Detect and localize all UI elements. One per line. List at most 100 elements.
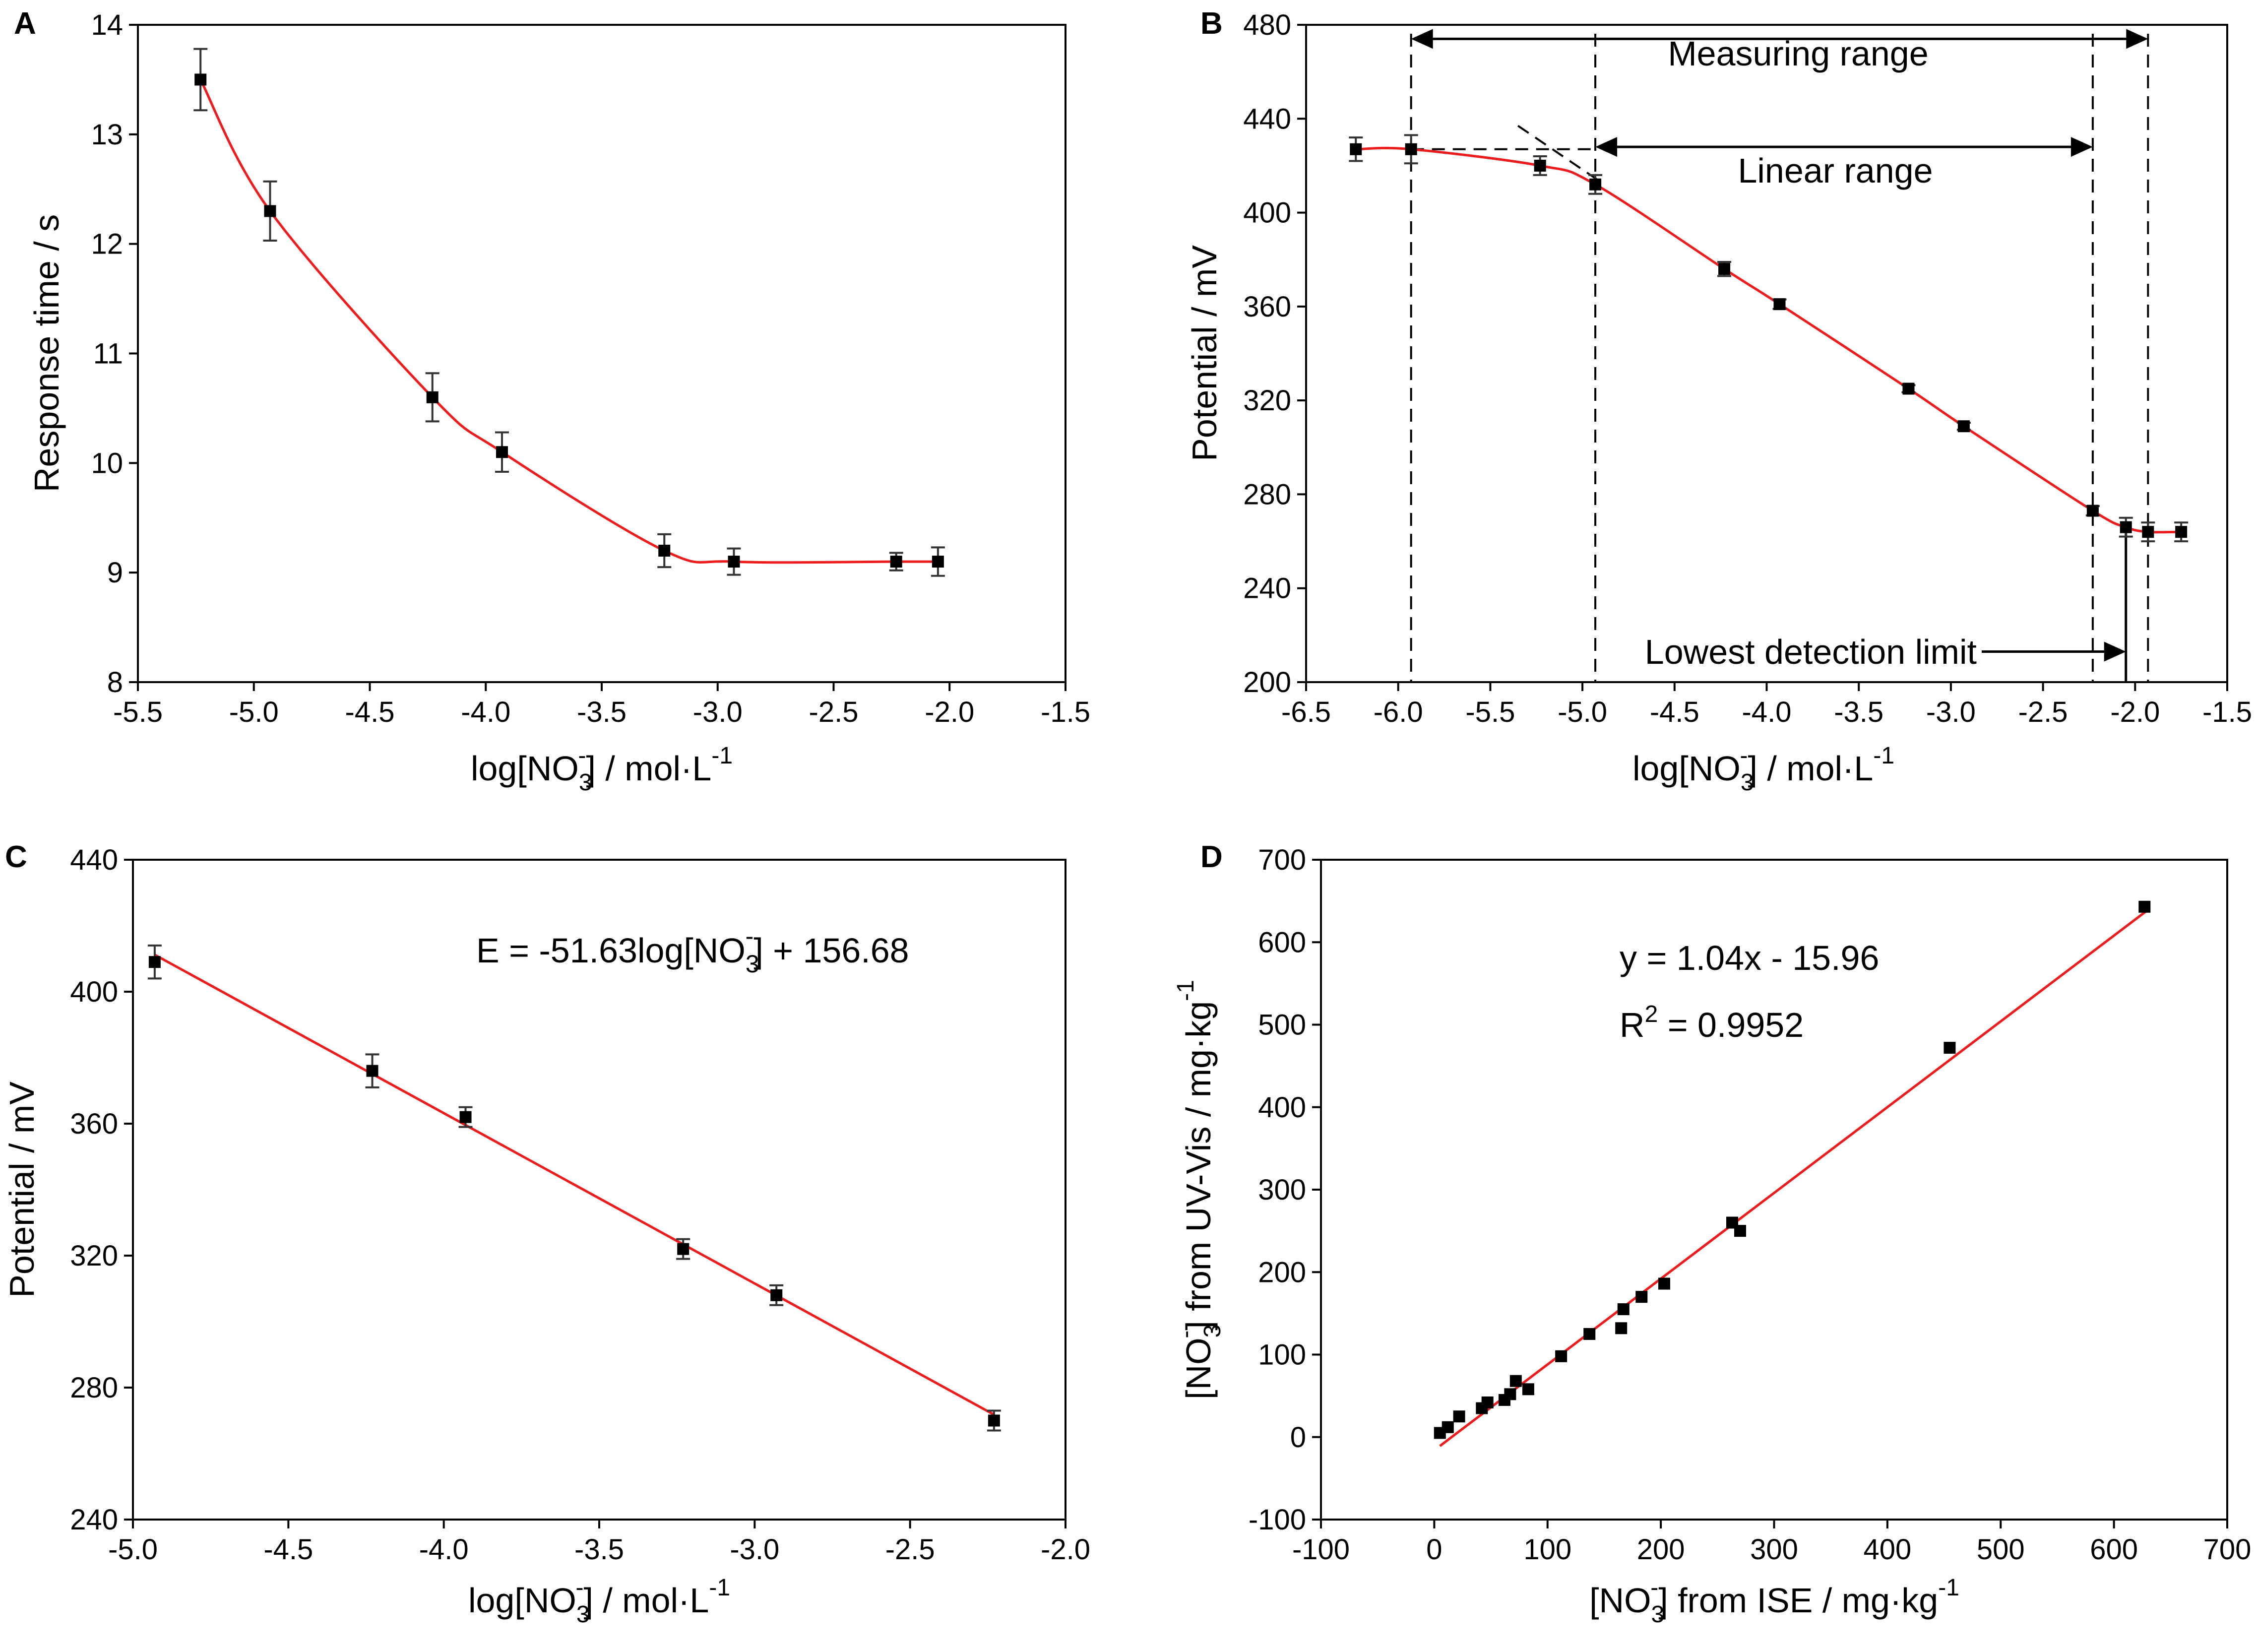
data-point [459,1111,472,1123]
data-point [2142,526,2154,538]
plot-frame [1305,24,2228,683]
data-point [1773,298,1786,311]
x-tick-label: 500 [1977,1533,2025,1566]
x-tick-label: 600 [2090,1533,2138,1566]
x-tick-label: 200 [1637,1533,1685,1566]
fit-line [1439,909,2149,1447]
y-tick-label: 280 [70,1372,118,1404]
y-tick-label: 300 [1258,1174,1306,1206]
data-point [1589,178,1602,191]
x-tick-label: -1.5 [1041,696,1090,728]
arrow-head-right [2104,641,2126,662]
x-tick-label: -3.0 [730,1533,779,1566]
arrow-head-right [2126,29,2148,49]
x-axis-label: [NO3-] from ISE / mg·kg-1 [1589,1575,1959,1628]
x-tick-label: -4.0 [461,696,510,728]
measuring-range-label: Measuring range [1668,34,1928,73]
x-tick-label: -3.5 [574,1533,624,1566]
data-point [770,1289,783,1301]
x-tick-label: -4.5 [1650,696,1699,728]
fit-line [1356,146,2182,534]
x-tick-label: -3.0 [693,696,743,728]
x-tick-label: 0 [1426,1533,1442,1566]
x-tick-label: -4.0 [1742,696,1792,728]
y-tick-label: 100 [1258,1339,1306,1371]
y-tick-label: 440 [1243,103,1291,135]
data-point [1453,1410,1465,1423]
panel-letter-a: A [14,6,36,41]
y-tick-label: 400 [70,976,118,1008]
data-point [1957,420,1970,433]
data-point [1481,1396,1494,1408]
data-point [1522,1383,1534,1396]
panel-d: D -100 0 100 200 300 400 500 600 700 -100 0 100 200 3… [1173,840,2251,1628]
arrow-head-right [2070,137,2093,157]
y-tick-label: 200 [1258,1256,1306,1288]
arrow-head-left [1595,137,1618,157]
x-tick-label: 100 [1523,1533,1571,1566]
data-point [2175,526,2188,538]
data-point [932,556,944,568]
fit-line [154,953,995,1416]
y-tick-label: 240 [70,1504,118,1536]
data-point [194,73,207,86]
data-point [728,556,740,568]
y-tick-label: 9 [107,557,123,589]
y-tick-label: 400 [1243,197,1291,229]
x-axis-label: log[NO3-] / mol·L-1 [1632,743,1894,796]
fit-equation: y = 1.04x - 15.96 [1620,939,1879,977]
y-tick-label: 400 [1258,1091,1306,1124]
data-point [658,545,671,557]
data-point [1504,1388,1516,1400]
x-tick-label: -2.0 [1041,1533,1090,1566]
x-tick-label: -4.5 [345,696,395,728]
x-tick-label: -4.0 [419,1533,469,1566]
plot-frame [137,24,1066,683]
data-point [1658,1277,1670,1290]
x-tick-label: -5.0 [108,1533,158,1566]
data-point [1718,263,1731,275]
y-tick-label: 320 [70,1240,118,1272]
panel-b: B -6.5 -6.0 -5.5 -5.0 -4.5 -4.0 -3.5 -3.0 -2.5 -2… [1185,6,2252,796]
data-point [426,391,439,403]
x-tick-label: -5.0 [1558,696,1607,728]
data-point [890,556,902,568]
y-tick-label: 10 [91,447,123,479]
data-point [2086,505,2099,517]
data-point [264,205,276,217]
y-tick-label: 500 [1258,1009,1306,1041]
data-point [1902,382,1915,395]
data-point [1734,1225,1746,1237]
y-axis-label: [NO3-] from UV-Vis / mg·kg-1 [1173,980,1226,1399]
x-tick-label: -2.5 [885,1533,935,1566]
panel-letter-b: B [1200,6,1223,41]
x-tick-label: -2.5 [809,696,859,728]
panel-letter-d: D [1200,840,1223,874]
x-tick-label: 700 [2203,1533,2252,1566]
y-axis-label: Potential / mV [2,1081,41,1298]
y-tick-label: 11 [93,338,123,370]
fit-equation: E = -51.63log[NO3-] + 156.68 [476,922,909,978]
y-tick-label: 320 [1243,384,1291,417]
data-point [1635,1291,1648,1303]
y-tick-label: 360 [1243,291,1291,323]
y-axis-label: Potential / mV [1185,245,1224,461]
x-tick-label: 300 [1750,1533,1798,1566]
y-axis-label: Response time / s [27,214,66,492]
x-tick-label: -2.5 [2018,696,2068,728]
data-point [1617,1303,1630,1316]
y-tick-label: 600 [1258,926,1306,958]
x-tick-label: -5.5 [1465,696,1515,728]
data-point [366,1065,378,1077]
x-tick-label: -4.5 [263,1533,313,1566]
x-tick-label: -3.0 [1926,696,1976,728]
r-squared: R2 = 0.9952 [1620,1001,1804,1044]
y-tick-label: 280 [1243,478,1291,510]
lowest-detection-limit-label: Lowest detection limit [1645,633,1977,671]
y-tick-label: 240 [1243,572,1291,605]
data-point [1534,159,1546,172]
y-tick-label: 440 [70,844,118,876]
data-point [1555,1350,1567,1362]
y-tick-label: 0 [1290,1421,1306,1454]
